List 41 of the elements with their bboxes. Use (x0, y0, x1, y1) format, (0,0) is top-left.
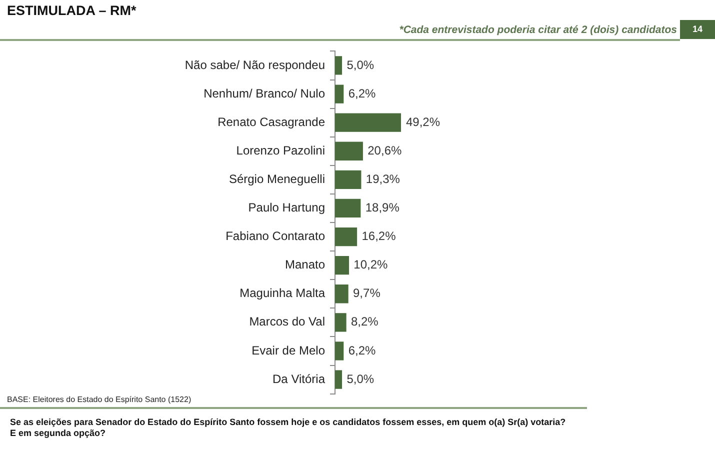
bar (335, 313, 346, 332)
y-tick-label: Não sabe/ Não respondeu (184, 58, 325, 72)
bar (335, 84, 344, 104)
text: Se as eleições para Senador do Estado do Espírito Santo fossem hoje e os candidatos fossem esses, em quem o(a) Sr(a) votaria? E em segunda opção? (10, 417, 567, 439)
data-label: 5,0% (346, 372, 374, 386)
data-label: 19,3% (366, 172, 400, 186)
bar (335, 113, 401, 132)
data-label: 6,2% (348, 343, 376, 358)
y-tick-label: Sérgio Meneguelli (228, 172, 325, 186)
bar (335, 256, 350, 275)
data-label: 16,2% (362, 229, 396, 244)
y-tick-label: Evair de Melo (252, 343, 326, 358)
bar (335, 284, 348, 304)
y-tick-label: Da Vitória (272, 372, 326, 386)
bar (335, 198, 361, 218)
data-label: 49,2% (406, 114, 440, 129)
data-label: 10,2% (354, 258, 388, 272)
data-label: 5,0% (346, 58, 374, 72)
y-tick-label: Marcos do Val (249, 314, 325, 329)
y-tick-label: Paulo Hartung (248, 200, 325, 215)
data-label: 20,6% (368, 143, 402, 158)
bar (335, 170, 362, 190)
text: 14 (680, 20, 715, 39)
data-label: 8,2% (351, 314, 379, 329)
y-tick-label: Maguinha Malta (240, 286, 326, 300)
text: ESTIMULADA – RM* (7, 3, 136, 18)
y-tick-label: Nenhum/ Branco/ Nulo (204, 86, 326, 100)
y-tick-label: Lorenzo Pazolini (236, 143, 325, 158)
data-label: 6,2% (348, 86, 376, 100)
y-tick-label: Fabiano Contarato (226, 229, 326, 244)
bar (335, 142, 363, 160)
y-tick-label: Manato (284, 258, 326, 272)
y-tick-label: Renato Casagrande (218, 114, 326, 129)
text: BASE: Eleitores do Estado do Espírito Santo (1522) (7, 395, 192, 404)
bar (335, 342, 344, 360)
bar (335, 227, 358, 246)
data-label: 18,9% (365, 200, 400, 215)
data-label: 9,7% (353, 286, 381, 300)
text: *Cada entrevistado poderia citar até 2 (dois) candidatos (399, 24, 677, 36)
bar (335, 56, 342, 75)
bar (335, 370, 342, 389)
